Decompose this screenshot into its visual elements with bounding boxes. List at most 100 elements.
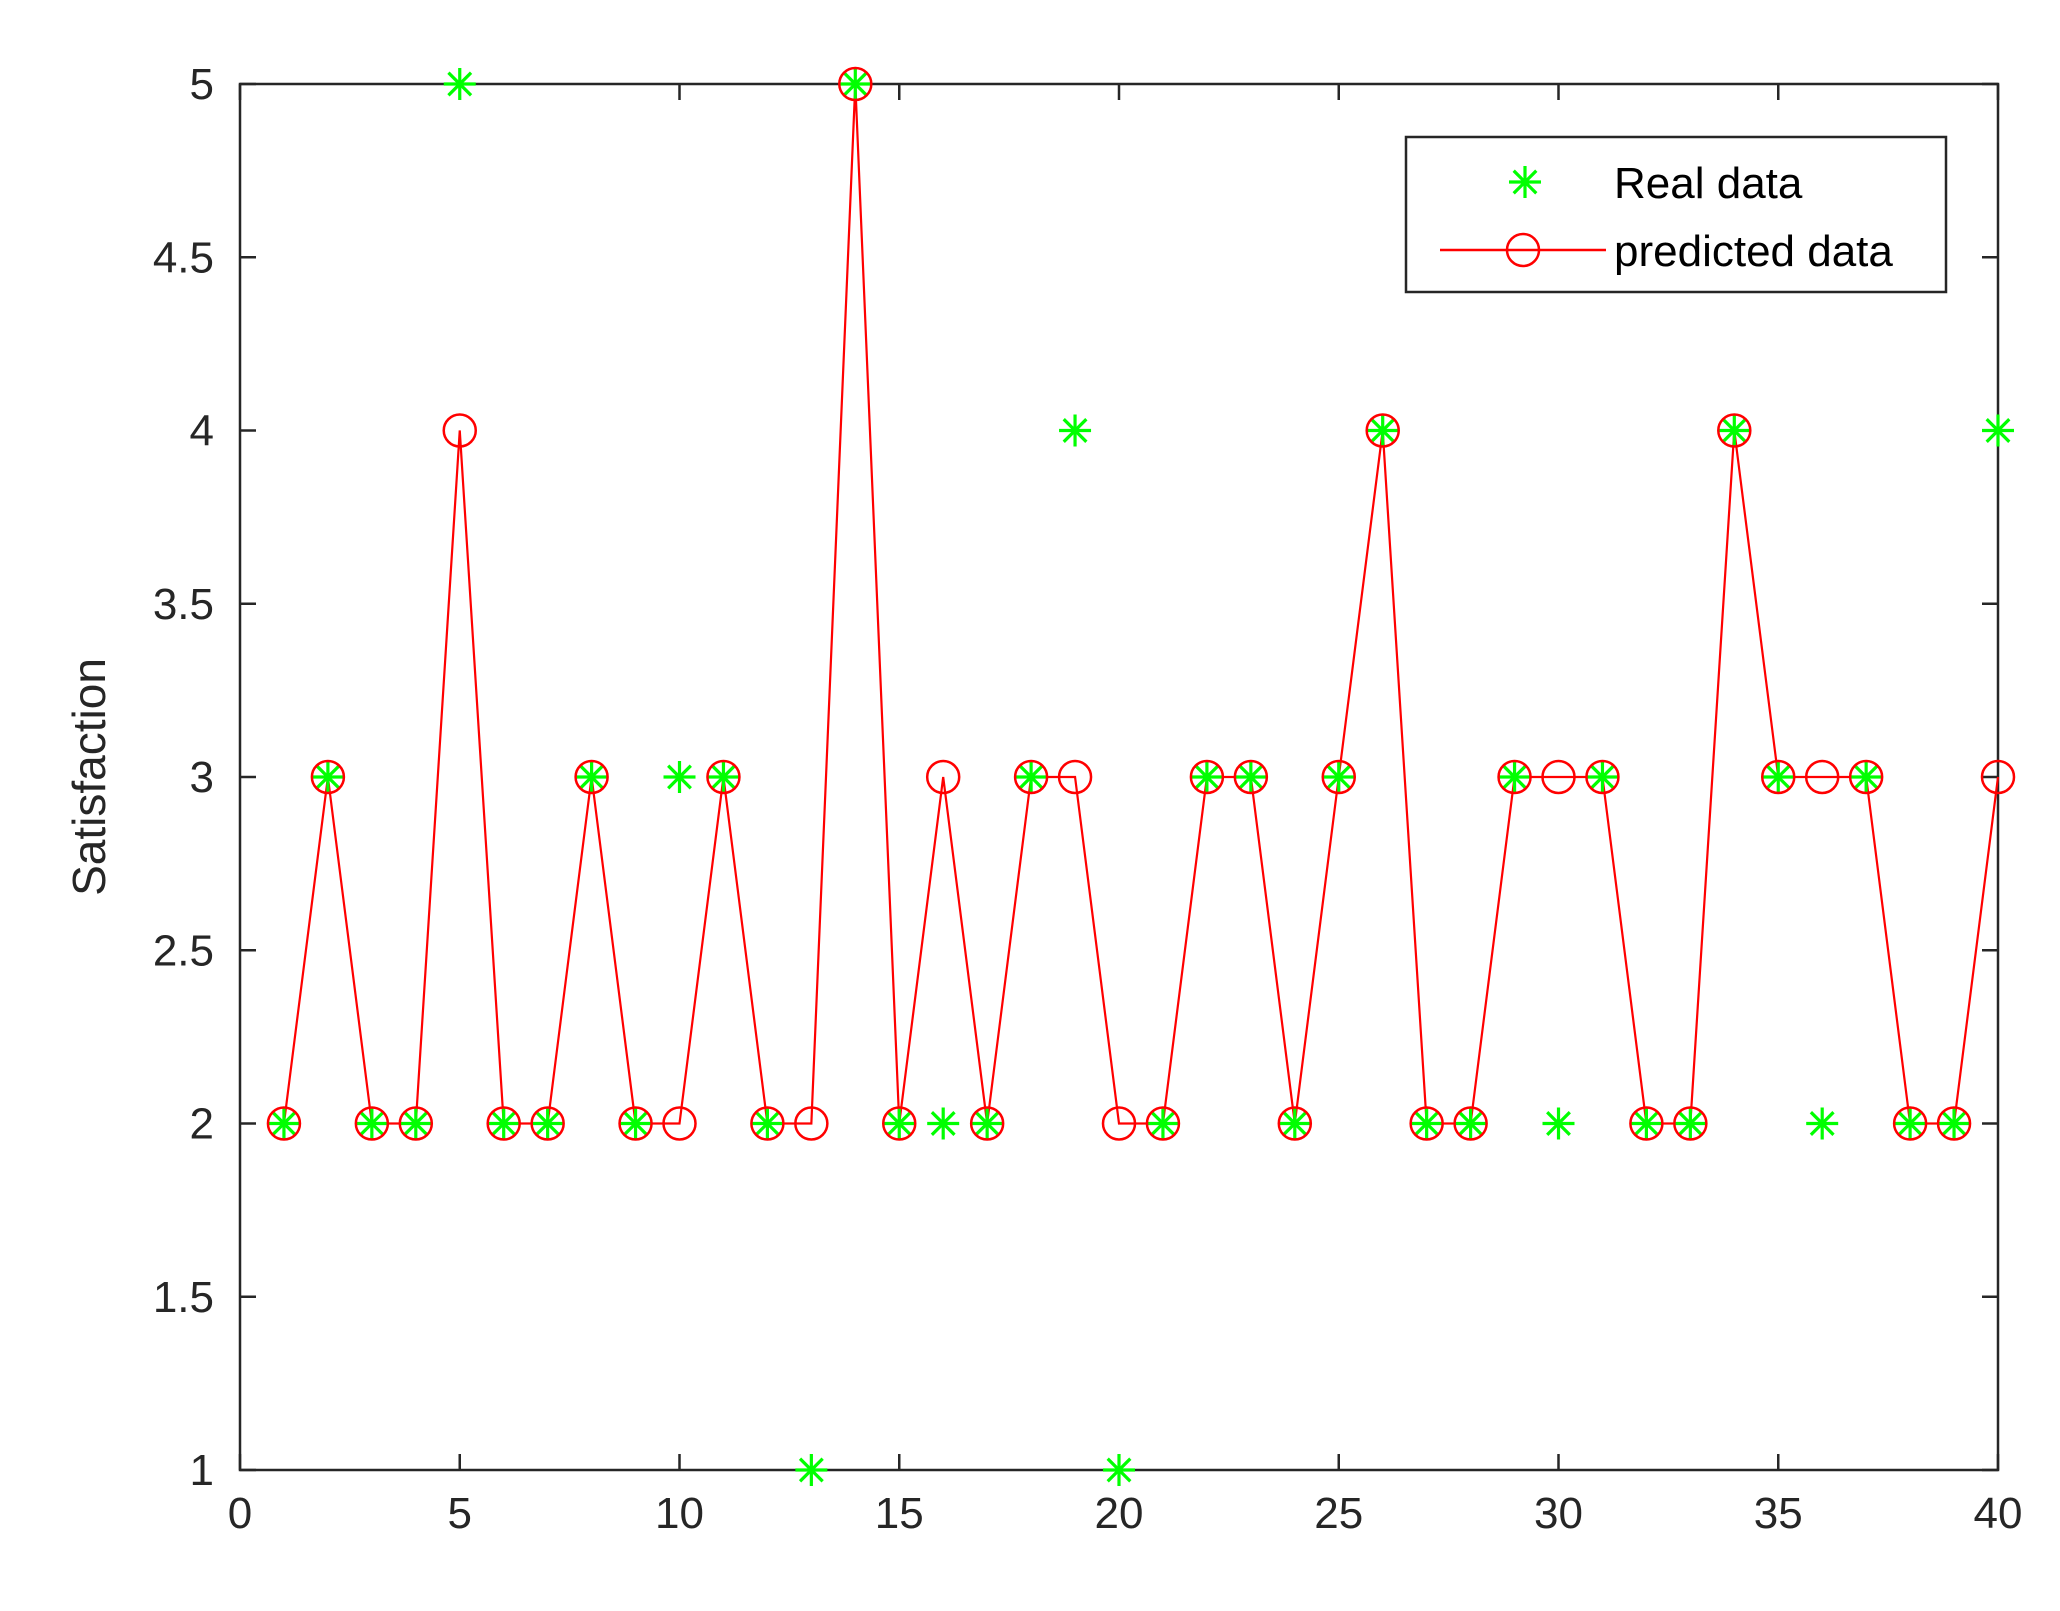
asterisk-stroke (1853, 764, 1879, 790)
predicted-data-point (354, 1106, 390, 1141)
asterisk-stroke (1414, 1111, 1440, 1136)
legend-predicted-data-label: predicted data (1614, 227, 1893, 276)
real-data-point (1454, 1107, 1487, 1140)
x-tick-label: 0 (228, 1489, 252, 1538)
x-tick-label: 25 (1314, 1489, 1363, 1538)
predicted-data-point (486, 1106, 521, 1141)
y-tick-label: 1 (190, 1446, 214, 1495)
asterisk-stroke (1765, 764, 1791, 790)
real-data-point (575, 761, 608, 793)
real-data-point (707, 761, 740, 793)
asterisk-stroke (667, 764, 692, 790)
asterisk-stroke (1282, 1111, 1308, 1136)
asterisk-stroke (447, 71, 473, 97)
asterisk-stroke (1062, 418, 1088, 443)
asterisk-stroke (1370, 418, 1396, 443)
plot-area: 0 5 10 15 20 25 30 35 40 1 1.5 2 2.5 3 3.5 4 4.5 5 Satisfa… (63, 60, 2022, 1538)
real-data-point (751, 1107, 784, 1140)
real-data-point (487, 1107, 520, 1140)
asterisk-stroke (271, 1111, 297, 1136)
asterisk-stroke (1721, 418, 1747, 443)
x-tick-label: 15 (875, 1489, 924, 1538)
predicted-data-point (398, 1106, 434, 1141)
real-data-point (1322, 761, 1355, 793)
asterisk-stroke (1502, 764, 1527, 790)
x-tick-label: 35 (1754, 1489, 1803, 1538)
real-data-point (1278, 1107, 1311, 1140)
predicted-data-point (1365, 413, 1400, 448)
predicted-data-point (1804, 759, 1840, 795)
predicted-data-point (969, 1106, 1005, 1141)
real-data-point (1982, 414, 2014, 447)
real-data-point (1103, 1454, 1135, 1486)
y-tick-label: 4 (190, 407, 214, 456)
asterisk-stroke (798, 1457, 824, 1483)
legend-predicted-data-marker (1505, 232, 1541, 268)
real-data-point (1498, 761, 1531, 793)
asterisk-stroke (1677, 1111, 1703, 1136)
predicted-data-point (662, 1106, 697, 1141)
asterisk-stroke (1512, 169, 1538, 195)
real-data-point (1059, 414, 1092, 447)
legend-box (1404, 135, 1948, 294)
real-data-point (663, 761, 696, 793)
asterisk-stroke (1985, 418, 2011, 443)
real-data-point (311, 761, 344, 793)
axes-box (238, 82, 2000, 1472)
predicted-data-point (1497, 759, 1532, 795)
real-data-point (1894, 1107, 1927, 1140)
asterisk-stroke (1238, 764, 1264, 790)
predicted-data-point (925, 759, 961, 795)
predicted-data-point (442, 413, 477, 448)
real-data-point (839, 68, 872, 100)
predicted-data-point (530, 1106, 565, 1141)
real-data-point (1190, 761, 1223, 793)
real-data-point (971, 1107, 1004, 1140)
predicted-data-point (1980, 759, 2016, 795)
predicted-data-point (618, 1106, 653, 1141)
predicted-data-point (1409, 1106, 1444, 1141)
y-tick-label: 3 (190, 753, 214, 802)
predicted-data-point (1761, 759, 1796, 795)
real-data-point (1146, 1107, 1179, 1140)
predicted-data-point (266, 1106, 302, 1141)
predicted-data-point (1057, 759, 1093, 795)
real-data-point (1542, 1107, 1575, 1140)
predicted-data-point (1277, 1106, 1313, 1141)
x-tick-label: 20 (1095, 1489, 1144, 1538)
legend-real-data-label: Real data (1614, 159, 1803, 208)
real-data-point (1015, 761, 1048, 793)
asterisk-stroke (930, 1111, 956, 1136)
predicted-data-point (1233, 759, 1269, 795)
asterisk-stroke (1897, 1111, 1923, 1136)
predicted-data-point (1848, 759, 1884, 795)
predicted-data-point (1189, 759, 1225, 795)
asterisk-stroke (754, 1111, 780, 1136)
asterisk-stroke (842, 71, 868, 97)
asterisk-stroke (315, 764, 341, 790)
asterisk-stroke (1941, 1111, 1967, 1136)
predicted-data-point (1321, 759, 1356, 795)
real-data-point (1586, 761, 1619, 793)
real-data-point (1850, 761, 1883, 793)
asterisk-stroke (1633, 1111, 1659, 1136)
predicted-data-point (750, 1106, 785, 1141)
x-tick-label: 40 (1974, 1489, 2023, 1538)
predicted-data-point (310, 759, 346, 795)
real-data-point (1234, 761, 1267, 793)
asterisk-stroke (974, 1111, 1000, 1136)
predicted-data-point (706, 759, 741, 795)
predicted-data-point (574, 759, 609, 795)
real-data-point (267, 1107, 300, 1140)
real-data-point (1630, 1107, 1663, 1140)
predicted-data-point (882, 1106, 917, 1141)
real-data-point (1366, 414, 1399, 447)
predicted-data-point (1673, 1106, 1708, 1141)
real-data-point (1938, 1107, 1971, 1140)
predicted-data-point (1013, 759, 1049, 795)
predicted-data-point (1585, 759, 1620, 795)
real-data-point (1718, 414, 1751, 447)
real-data-point (1806, 1107, 1839, 1140)
predicted-data-point (1541, 759, 1576, 795)
